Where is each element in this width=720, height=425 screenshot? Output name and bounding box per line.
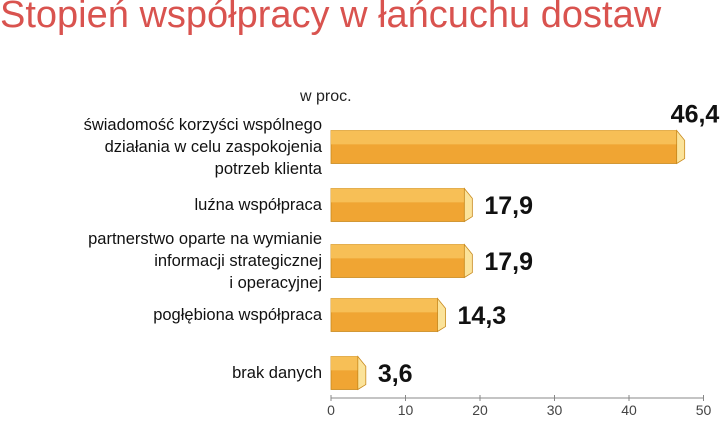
category-label: partnerstwo oparte na wymianie informacj… (88, 230, 322, 292)
x-tick-label: 30 (547, 402, 563, 418)
bar-value-label: 14,3 (458, 302, 507, 330)
bar-highlight (331, 188, 465, 203)
category-label: świadomość korzyści wspólnego działania … (83, 116, 322, 178)
category-label: brak danych (232, 364, 322, 382)
x-tick-label: 10 (398, 402, 414, 418)
x-tick-label: 40 (621, 402, 637, 418)
unit-label: w proc. (300, 88, 352, 105)
bar-highlight (331, 244, 465, 259)
bar-value-label: 3,6 (378, 360, 413, 388)
bar-highlight (331, 130, 677, 145)
bar-cap (463, 187, 473, 223)
x-tick-label: 50 (696, 402, 712, 418)
bar-cap (676, 129, 686, 165)
bar-value-label: 17,9 (484, 248, 533, 276)
x-tick-label: 20 (472, 402, 488, 418)
bar-value-label: 46,4 (671, 101, 720, 129)
x-tick-label: 0 (327, 402, 335, 418)
category-label: pogłębiona współpraca (153, 306, 322, 324)
bar-value-label: 17,9 (484, 192, 533, 220)
bar-cap (437, 297, 446, 333)
bar-cap (463, 243, 473, 279)
category-label: luźna współpraca (194, 196, 323, 214)
bar-highlight (331, 356, 358, 371)
chart-title: Stopień współpracy w łańcuchu dostaw (0, 0, 662, 36)
bar-highlight (331, 298, 438, 313)
bar-cap (357, 355, 367, 391)
